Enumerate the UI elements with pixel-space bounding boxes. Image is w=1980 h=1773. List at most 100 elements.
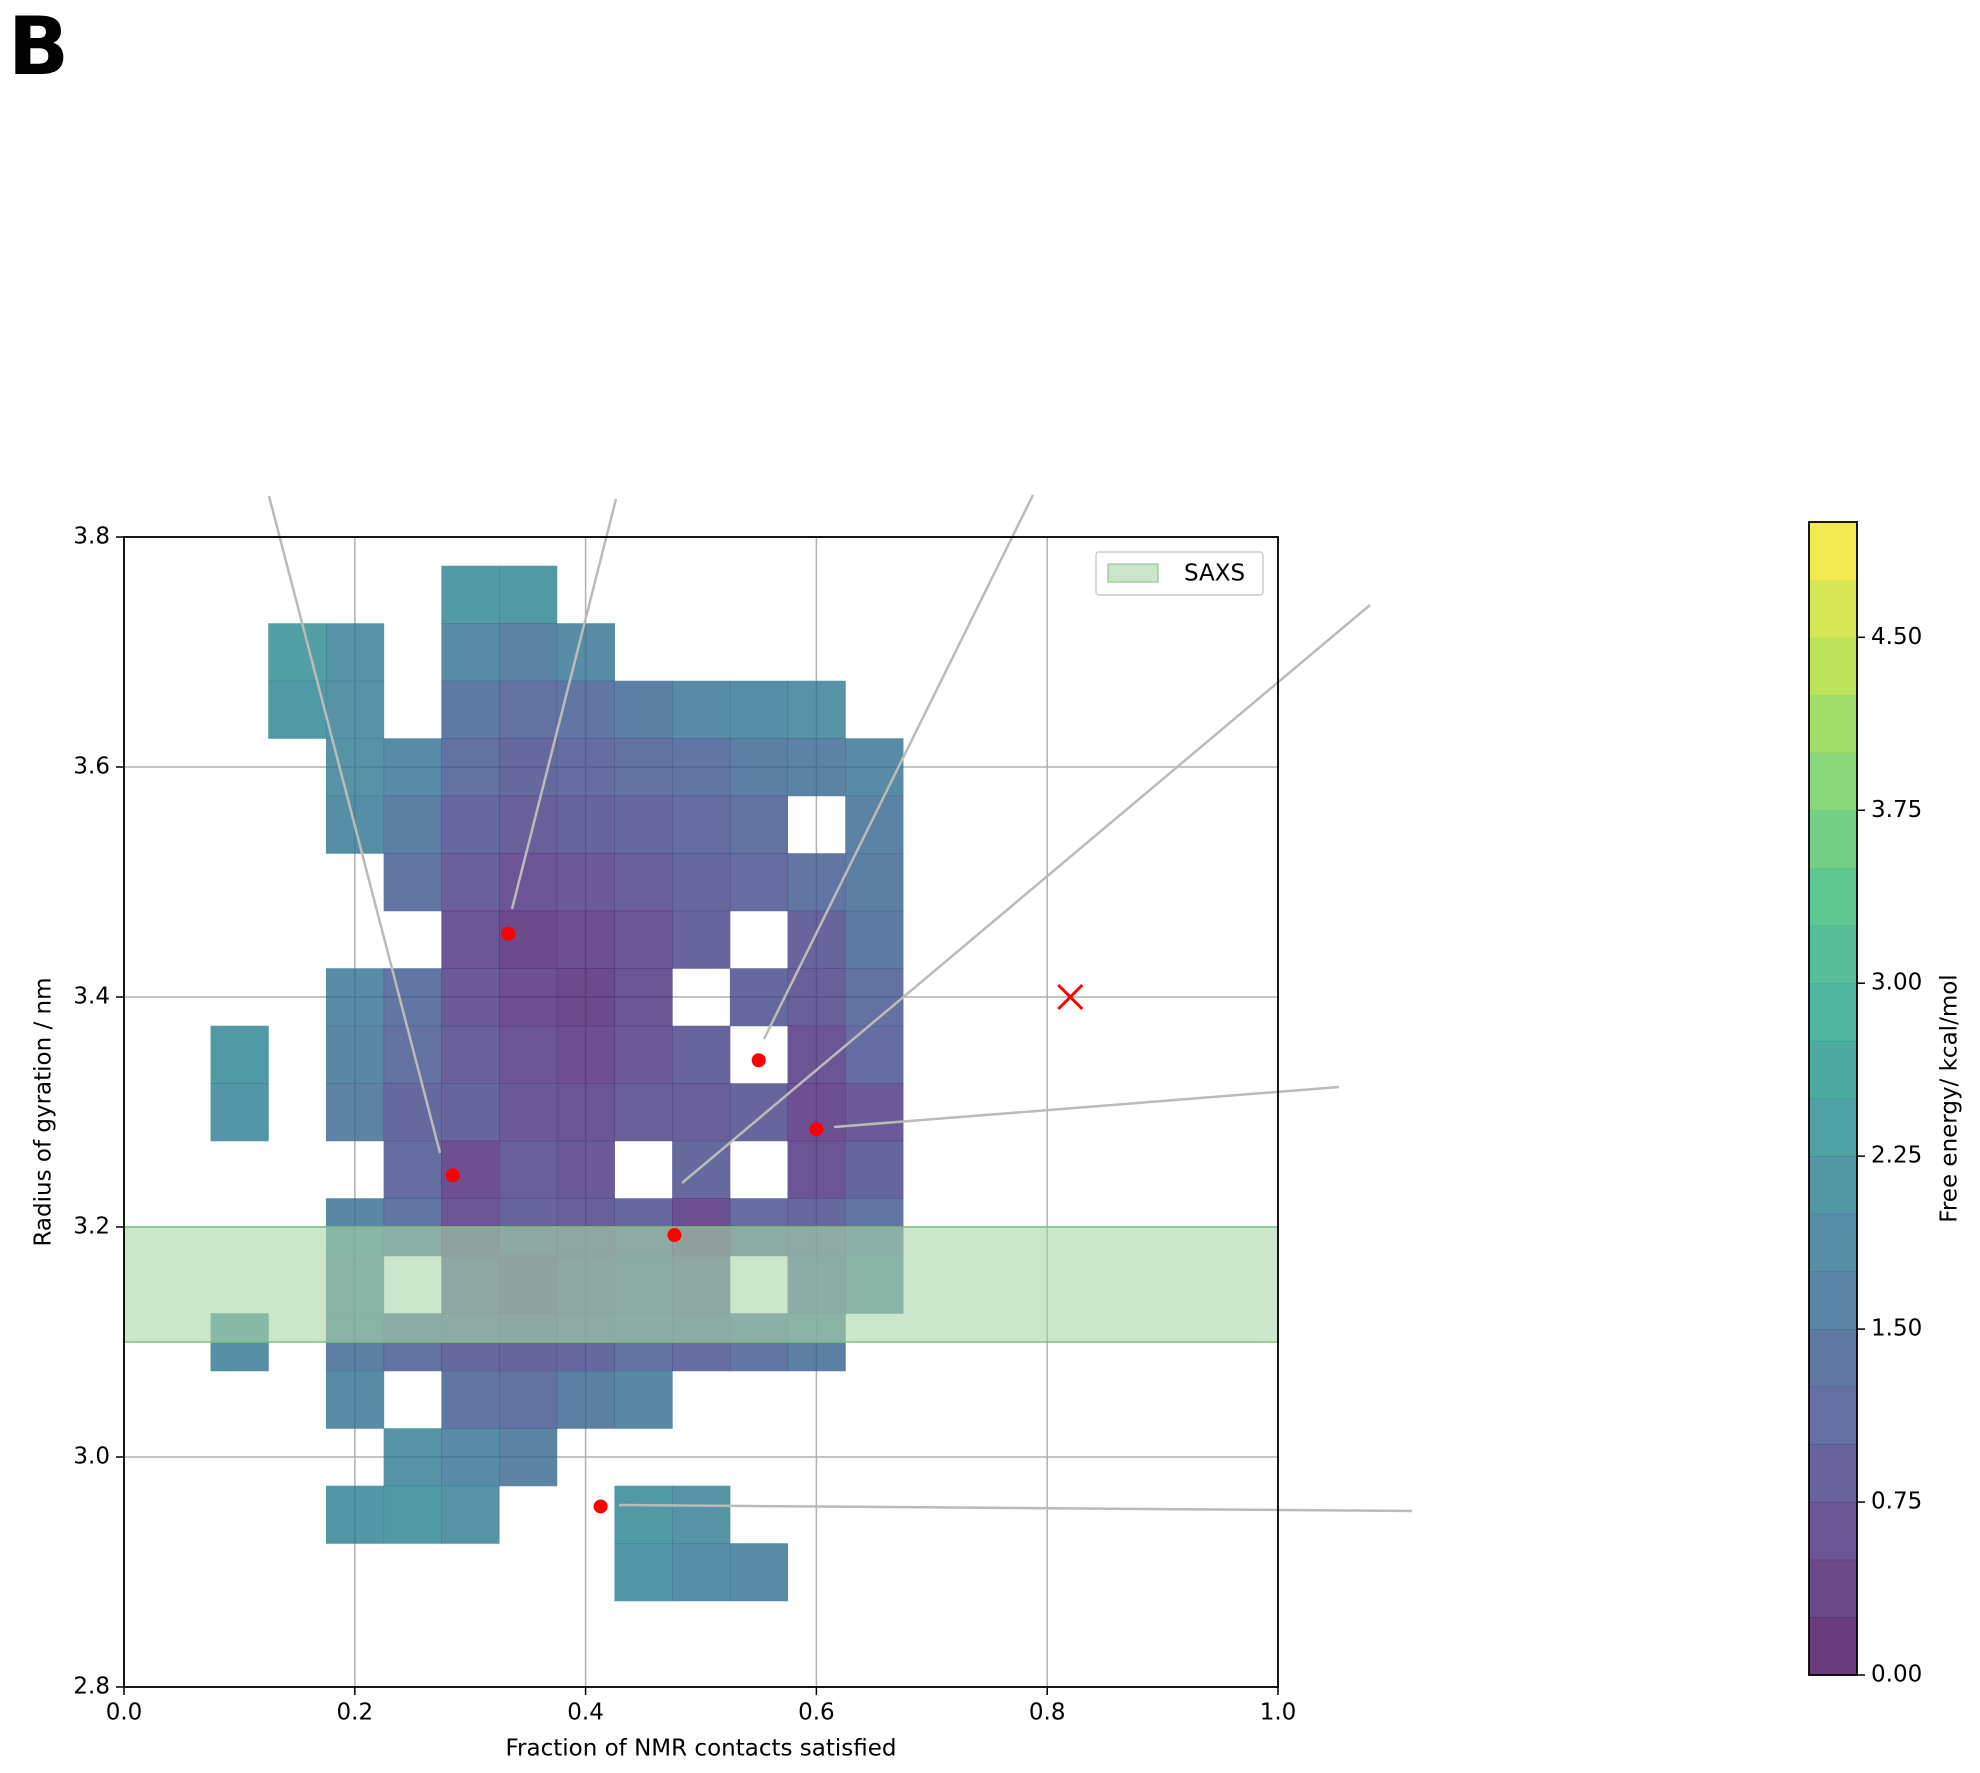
energy-cell	[787, 1025, 846, 1084]
energy-cell	[441, 853, 500, 912]
energy-cell	[845, 1140, 904, 1199]
energy-cell	[556, 623, 615, 682]
energy-cell	[672, 853, 731, 912]
energy-cell	[441, 1485, 500, 1544]
energy-cell	[556, 1140, 615, 1199]
energy-cell	[672, 795, 731, 854]
energy-cell	[325, 680, 385, 739]
energy-cell	[383, 1140, 442, 1199]
energy-cell	[325, 1485, 385, 1544]
energy-cell	[556, 795, 615, 854]
colorbar-tick-label: 3.75	[1871, 797, 1922, 823]
colorbar-band	[1809, 1617, 1857, 1676]
energy-cell	[729, 853, 789, 912]
energy-cell	[787, 853, 846, 912]
leader-line	[267, 495, 442, 1154]
colorbar-band	[1809, 867, 1857, 927]
energy-cell	[441, 1428, 500, 1487]
colorbar-band	[1809, 522, 1857, 581]
colorbar-band	[1809, 694, 1857, 754]
colorbar-band	[1809, 1386, 1857, 1445]
y-tick-label: 3.6	[73, 754, 110, 780]
energy-cell	[614, 795, 673, 854]
colorbar-tick-label: 1.50	[1871, 1316, 1922, 1342]
energy-cell	[845, 968, 904, 1027]
energy-cell	[499, 1370, 558, 1429]
colorbar-band	[1809, 1444, 1857, 1503]
energy-cell	[556, 910, 615, 969]
colorbar-band	[1809, 752, 1857, 811]
energy-cell	[383, 795, 442, 854]
x-tick-label: 0.2	[337, 1700, 374, 1726]
energy-cell	[729, 738, 789, 797]
leader-line	[833, 1085, 1340, 1129]
colorbar-band	[1809, 1559, 1857, 1618]
leader-line	[618, 1503, 1413, 1513]
colorbar-band	[1809, 1502, 1857, 1561]
energy-cell	[729, 680, 789, 739]
colorbar-band	[1809, 925, 1857, 984]
energy-cell	[383, 1428, 442, 1487]
conformation-point	[667, 1228, 682, 1243]
energy-cell	[614, 680, 673, 739]
energy-cell	[845, 795, 904, 854]
energy-cell	[210, 1025, 269, 1084]
colorbar-band	[1809, 1213, 1857, 1272]
energy-cell	[845, 1025, 904, 1084]
energy-cell	[499, 565, 558, 624]
colorbar-band	[1809, 1098, 1857, 1157]
energy-cell	[499, 1428, 558, 1487]
x-tick-label: 0.8	[1029, 1700, 1066, 1726]
energy-cell	[672, 680, 731, 739]
colorbar-band	[1809, 1040, 1857, 1099]
energy-cell	[845, 1083, 904, 1142]
energy-cell	[614, 1370, 673, 1429]
colorbar-label: Free energy/ kcal/mol	[1937, 974, 1963, 1222]
colorbar-tick-label: 4.50	[1871, 624, 1922, 650]
energy-cell	[441, 1083, 500, 1142]
energy-cell	[729, 968, 789, 1027]
y-tick-label: 2.8	[73, 1674, 110, 1700]
energy-cell	[383, 968, 442, 1027]
colorbar-tick-label: 2.25	[1871, 1143, 1922, 1169]
plot-frame	[123, 536, 1279, 1688]
energy-cell	[614, 1485, 673, 1544]
energy-cell	[614, 968, 673, 1027]
energy-cell	[614, 910, 673, 969]
energy-cell	[441, 738, 500, 797]
target-cross	[1057, 983, 1084, 1011]
energy-cell	[499, 1140, 558, 1199]
y-axis-label: Radius of gyration / nm	[31, 977, 57, 1246]
energy-cell	[614, 1543, 673, 1602]
energy-cell	[499, 853, 558, 912]
y-tick-label: 3.8	[73, 524, 110, 550]
energy-cell	[556, 1083, 615, 1142]
colorbar-frame	[1808, 521, 1858, 1676]
energy-cell	[499, 680, 558, 739]
energy-cell	[845, 853, 904, 912]
energy-cell	[383, 1485, 442, 1544]
energy-cell	[268, 623, 327, 682]
energy-cell	[441, 795, 500, 854]
energy-cell	[672, 1083, 731, 1142]
energy-cell	[672, 1485, 731, 1544]
energy-cell	[441, 623, 500, 682]
colorbar-band	[1809, 1156, 1857, 1215]
energy-cell	[383, 738, 442, 797]
energy-cell	[672, 1025, 731, 1084]
conformation-point	[593, 1499, 608, 1514]
energy-cell	[325, 1025, 385, 1084]
energy-cell	[441, 680, 500, 739]
energy-cell	[556, 968, 615, 1027]
y-tick-label: 3.2	[73, 1214, 110, 1240]
conformation-point	[809, 1122, 824, 1137]
energy-cell	[556, 680, 615, 739]
energy-cell	[556, 738, 615, 797]
legend-box	[1095, 551, 1264, 596]
energy-cell	[614, 1025, 673, 1084]
colorbar-band	[1809, 983, 1857, 1042]
energy-cell	[614, 738, 673, 797]
energy-cell	[729, 1543, 789, 1602]
energy-cell	[729, 795, 789, 854]
energy-cell	[845, 910, 904, 969]
